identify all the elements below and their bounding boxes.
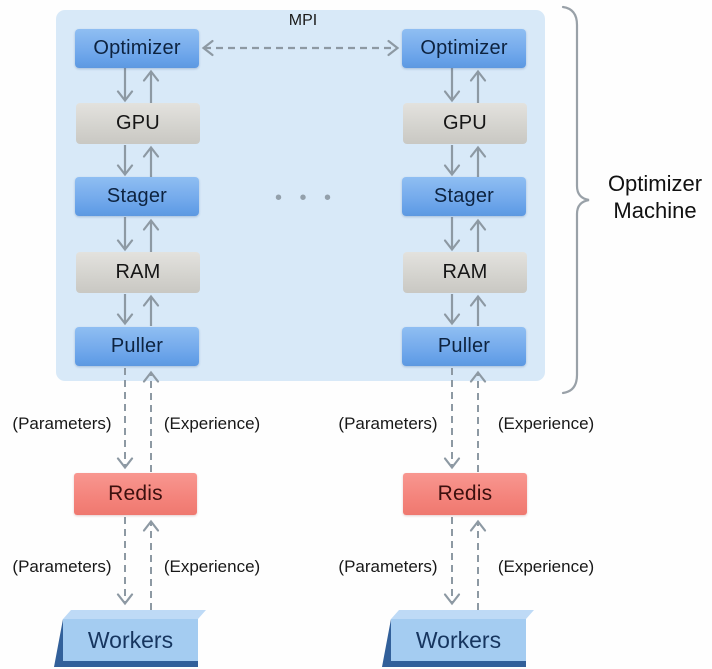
ram-box-right: RAM xyxy=(403,252,527,293)
experience-label: (Experience) xyxy=(497,557,595,576)
ellipsis-dots: • • • xyxy=(274,187,338,209)
ram-box-left: RAM xyxy=(76,252,200,293)
optimizer-box-left: Optimizer xyxy=(75,29,199,68)
workers-top-face xyxy=(391,610,534,619)
experience-label: (Experience) xyxy=(163,414,261,433)
redis-box-left: Redis xyxy=(74,473,197,515)
gpu-box-left: GPU xyxy=(76,103,200,144)
puller-box-right: Puller xyxy=(402,327,526,366)
workers-box-label-right: Workers xyxy=(415,627,502,653)
stager-box-right: Stager xyxy=(402,177,526,216)
redis-box-right: Redis xyxy=(403,473,527,515)
workers-box-label-left: Workers xyxy=(87,627,174,653)
puller-box-left: Puller xyxy=(75,327,199,366)
optimizer-machine-label: Optimizer Machine xyxy=(598,170,712,224)
experience-label: (Experience) xyxy=(163,557,261,576)
parameters-label: (Parameters) xyxy=(338,557,438,576)
parameters-label: (Parameters) xyxy=(338,414,438,433)
mpi-label: MPI xyxy=(288,12,318,29)
experience-label: (Experience) xyxy=(497,414,595,433)
parameters-label: (Parameters) xyxy=(12,557,112,576)
workers-top-face xyxy=(63,610,206,619)
gpu-box-right: GPU xyxy=(403,103,527,144)
machine-label-line1: Optimizer xyxy=(607,171,703,196)
optimizer-box-right: Optimizer xyxy=(402,29,526,68)
machine-brace xyxy=(561,5,590,395)
machine-label-line2: Machine xyxy=(613,198,697,223)
parameters-label: (Parameters) xyxy=(12,414,112,433)
stager-box-left: Stager xyxy=(75,177,199,216)
